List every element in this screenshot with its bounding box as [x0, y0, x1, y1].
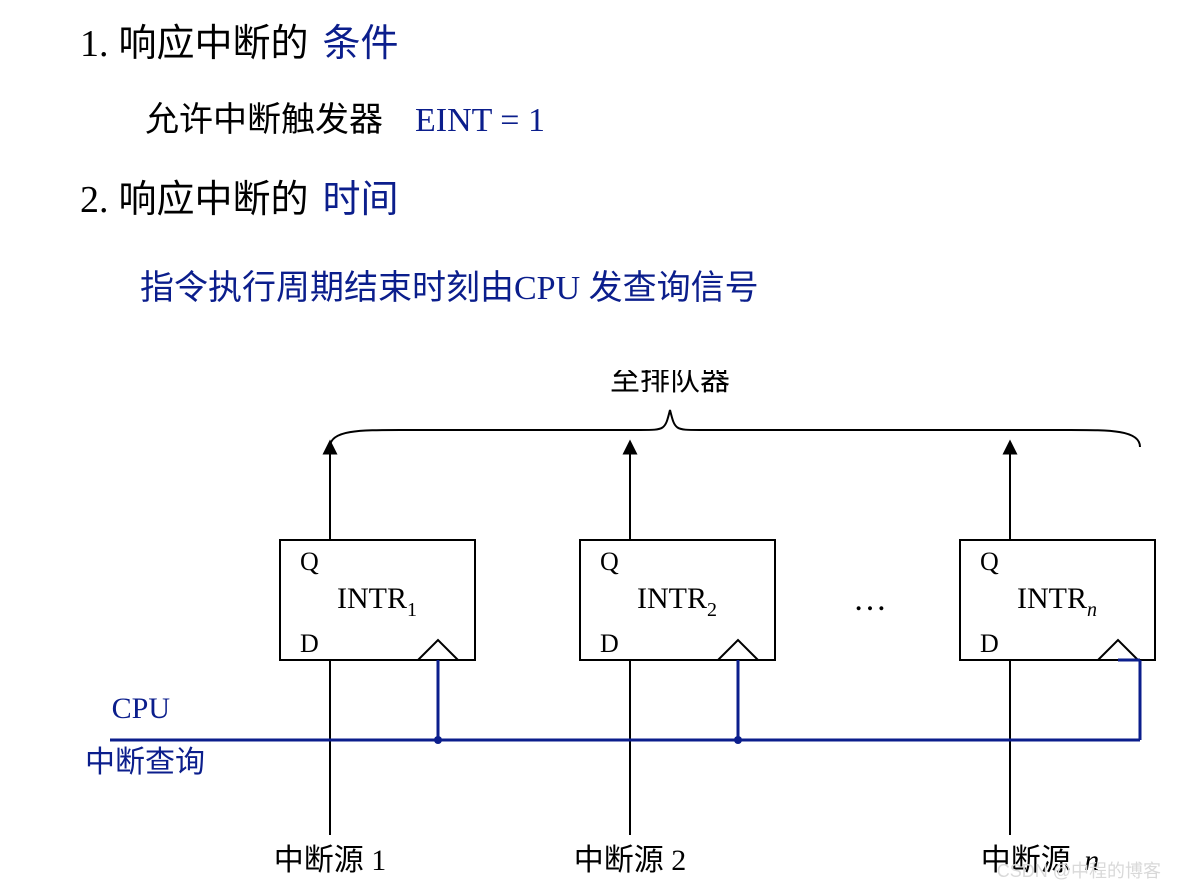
ff1-d: D: [300, 629, 319, 658]
ellipsis: …: [853, 581, 887, 618]
heading2-black: 响应中断的: [119, 179, 309, 221]
line1a-black: 允许中断触发器: [145, 102, 383, 139]
heading1-num: 1.: [80, 23, 109, 65]
line2a-blue: 指令执行周期结束时刻由CPU 发查询信号: [140, 270, 759, 307]
flipflop-n: Q D INTRn 中断源 n: [960, 447, 1155, 877]
line1a-blue: EINT = 1: [415, 102, 545, 139]
ffn-d: D: [980, 629, 999, 658]
ffn-q: Q: [980, 547, 999, 576]
bus-label-bottom: 中断查询: [85, 746, 205, 779]
brace-path: [330, 410, 1140, 447]
brace-label: 至排队器: [610, 370, 730, 397]
ff2-source: 中断源 2: [574, 844, 687, 877]
ff2-d: D: [600, 629, 619, 658]
bus: [110, 660, 1140, 744]
bus-label-top: CPU: [112, 692, 171, 725]
interrupt-diagram: 至排队器 Q D INTR1 中断源 1 Q D INTR2 中断源 2 … Q: [0, 370, 1191, 890]
heading2-blue: 时间: [323, 179, 399, 221]
heading1-black: 响应中断的: [119, 23, 309, 65]
heading2-num: 2.: [80, 179, 109, 221]
heading1-blue: 条件: [323, 23, 399, 65]
ff2-q: Q: [600, 547, 619, 576]
flipflop-2: Q D INTR2 中断源 2: [574, 447, 775, 877]
ff1-source: 中断源 1: [274, 844, 387, 877]
ff1-q: Q: [300, 547, 319, 576]
flipflop-1: Q D INTR1 中断源 1: [274, 447, 475, 877]
watermark: CSDN @中程的博客: [997, 857, 1161, 883]
